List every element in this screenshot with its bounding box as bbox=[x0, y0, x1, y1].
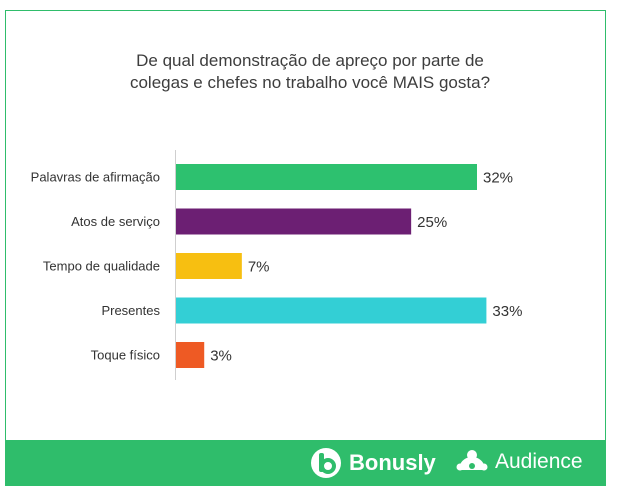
audience-logo-text: Audience bbox=[495, 450, 583, 473]
bar bbox=[176, 342, 205, 368]
audience-logo: Audience bbox=[455, 448, 583, 476]
audience-icon bbox=[456, 450, 488, 471]
bonusly-b-icon bbox=[311, 448, 341, 478]
bar bbox=[176, 208, 412, 235]
bar bbox=[176, 164, 477, 190]
bars-group: Palavras de afirmação 32% Atos de serviço 2… bbox=[31, 164, 522, 368]
bar bbox=[176, 253, 242, 279]
chart-title: De qual demonstração de apreço por parte… bbox=[129, 51, 491, 92]
category-label: Palavras de afirmação bbox=[31, 170, 160, 185]
category-label: Tempo de qualidade bbox=[43, 259, 160, 274]
category-label: Presentes bbox=[101, 303, 160, 318]
category-label: Toque físico bbox=[91, 348, 160, 363]
value-label: 7% bbox=[248, 259, 270, 276]
value-label: 33% bbox=[492, 303, 522, 320]
value-label: 32% bbox=[483, 170, 513, 187]
bonusly-logo: Bonusly bbox=[309, 446, 436, 480]
chart-frame bbox=[5, 10, 606, 486]
bar-chart: Palavras de afirmação 32% Atos de serviço 2… bbox=[31, 150, 522, 380]
category-label: Atos de serviço bbox=[71, 214, 160, 229]
value-label: 25% bbox=[417, 214, 447, 231]
footer-bar: Bonusly Audience bbox=[5, 440, 606, 486]
bar bbox=[176, 297, 487, 324]
bonusly-logo-text: Bonusly bbox=[349, 450, 436, 475]
value-label: 3% bbox=[210, 348, 232, 365]
